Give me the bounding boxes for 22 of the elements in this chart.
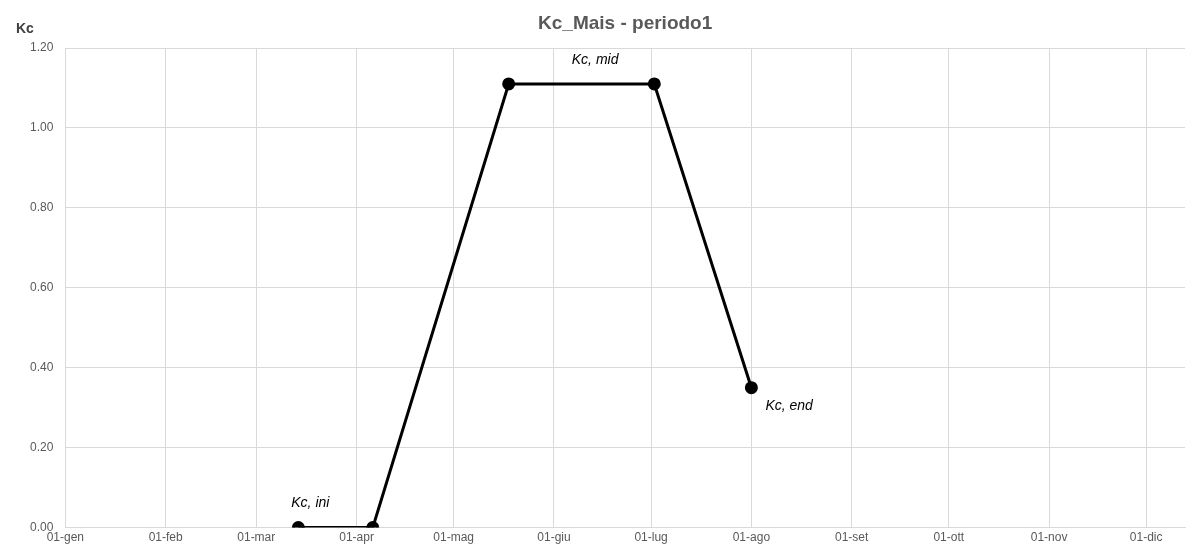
x-tick-label: 01-lug xyxy=(634,530,668,545)
x-tick-label: 01-mag xyxy=(433,530,475,545)
x-tick-label: 01-dic xyxy=(1129,530,1163,545)
y-tick-label: 1.00 xyxy=(30,120,54,135)
x-tick-label: 01-feb xyxy=(148,530,184,545)
y-axis-title: Kc xyxy=(16,19,35,36)
x-tick-label: 01-apr xyxy=(339,530,374,545)
annotation: Kc, end xyxy=(765,396,815,413)
x-tick-label: 01-set xyxy=(835,530,870,545)
chart-title: Kc_Mais - periodo1 xyxy=(538,11,713,33)
y-tick-label: 1.20 xyxy=(30,40,54,55)
x-tick-label: 01-ott xyxy=(933,530,965,545)
y-tick-label: 0.20 xyxy=(30,439,54,454)
y-tick-label: 0.40 xyxy=(30,360,54,375)
y-tick-label: 0.60 xyxy=(30,280,54,295)
x-tick-label: 01-mar xyxy=(237,530,276,545)
x-tick-label: 01-giu xyxy=(537,530,571,545)
annotation: Kc, mid xyxy=(571,50,620,67)
y-tick-label: 0.80 xyxy=(30,200,54,215)
x-tick-label: 01-nov xyxy=(1030,530,1068,545)
annotation: Kc, ini xyxy=(291,494,331,511)
x-tick-label: 01-ago xyxy=(732,530,771,545)
